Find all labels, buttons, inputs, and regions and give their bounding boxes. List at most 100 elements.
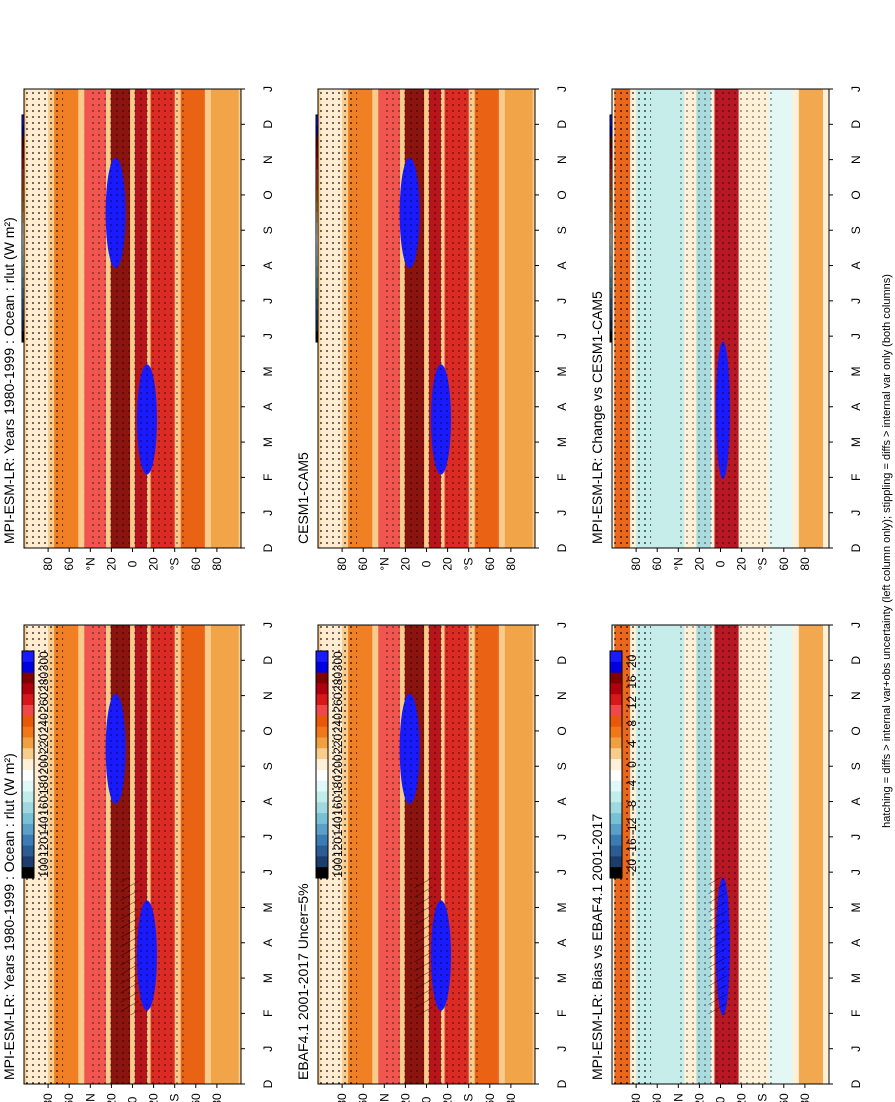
x-tick-label: O	[849, 726, 863, 735]
x-tick-label: S	[849, 762, 863, 770]
x-tick-label: J	[849, 834, 863, 840]
x-tick-label: O	[555, 190, 569, 199]
x-tick-label: D	[849, 543, 863, 552]
colorbar-swatch	[22, 769, 34, 782]
x-tick-label: J	[261, 622, 275, 628]
y-tick-label: °S	[462, 1094, 476, 1102]
colorbar-label: 100	[37, 857, 51, 877]
x-tick-label: S	[849, 226, 863, 234]
x-tick-label: A	[849, 262, 863, 270]
colorbar-swatch	[610, 791, 622, 803]
x-tick-label: S	[261, 762, 275, 770]
y-tick-label: 20	[441, 557, 455, 571]
x-tick-label: M	[849, 366, 863, 376]
colorbar-swatch	[316, 715, 328, 728]
colorbar-swatch	[610, 759, 622, 771]
y-tick-label: 0	[126, 1096, 140, 1102]
panel-title: EBAF4.1 2001-2017 Uncer=5%	[295, 883, 311, 1080]
y-tick-label: 60	[62, 557, 76, 571]
x-tick-label: N	[555, 155, 569, 164]
colorbar-swatch	[610, 802, 622, 814]
x-tick-label: D	[555, 543, 569, 552]
x-tick-label: D	[555, 656, 569, 665]
hatching	[120, 877, 139, 1016]
colorbar-swatch	[610, 823, 622, 836]
y-tick-label: 60	[189, 1093, 203, 1102]
x-tick-label: S	[261, 226, 275, 234]
colorbar-label: 8	[625, 720, 639, 727]
colorbar-label: 120	[331, 837, 345, 857]
colorbar-swatch	[22, 683, 34, 695]
x-tick-label: F	[555, 474, 569, 481]
colorbar-label: 120	[37, 837, 51, 857]
colorbar-swatch	[316, 769, 328, 782]
y-tick-label: °S	[168, 558, 182, 571]
panel-title: MPI-ESM-LR: Bias vs EBAF4.1 2001-2017	[589, 814, 605, 1080]
colorbar-label: 200	[37, 754, 51, 774]
x-tick-label: O	[555, 726, 569, 735]
x-tick-label: M	[849, 437, 863, 447]
x-tick-label: M	[555, 973, 569, 983]
x-tick-label: F	[555, 1010, 569, 1017]
colorbar-swatch	[610, 769, 622, 782]
x-tick-label: M	[555, 437, 569, 447]
y-tick-label: 80	[210, 557, 224, 571]
colorbar-swatch	[22, 834, 34, 847]
y-tick-label: 0	[420, 560, 434, 567]
colorbar-label: 240	[331, 713, 345, 733]
colorbar-swatch	[610, 726, 622, 738]
colorbar-label: 180	[331, 775, 345, 795]
colorbar-label: 0	[625, 761, 639, 768]
panel-title: MPI-ESM-LR: Years 1980-1999 : Ocean : rl…	[1, 217, 17, 544]
y-tick-label: 80	[504, 557, 518, 571]
x-tick-label: D	[261, 543, 275, 552]
panel-title: MPI-ESM-LR: Change vs CESM1-CAM5	[589, 291, 605, 544]
y-tick-label: 60	[777, 1093, 791, 1102]
colorbar-swatch	[22, 823, 34, 836]
colorbar-swatch	[316, 780, 328, 793]
y-tick-label: 60	[62, 1093, 76, 1102]
x-tick-label: J	[261, 86, 275, 92]
y-tick-label: °N	[377, 557, 391, 570]
x-tick-label: J	[261, 869, 275, 875]
x-tick-label: M	[555, 902, 569, 912]
y-tick-label: 60	[189, 557, 203, 571]
colorbar-swatch	[22, 759, 34, 771]
y-tick-label: °S	[462, 558, 476, 571]
x-tick-label: A	[849, 939, 863, 947]
colorbar-swatch	[610, 694, 622, 706]
colorbar-swatch	[316, 651, 328, 663]
colorbar-label: 12	[625, 696, 639, 710]
x-tick-label: J	[555, 298, 569, 304]
colorbar-swatch	[316, 856, 328, 868]
colorbar-label: 260	[331, 692, 345, 712]
x-tick-label: A	[261, 262, 275, 270]
stippling	[24, 89, 64, 548]
colorbar-label: 160	[37, 795, 51, 815]
x-tick-label: A	[261, 798, 275, 806]
x-tick-label: S	[555, 762, 569, 770]
y-tick-label: 20	[692, 1093, 706, 1102]
x-tick-label: J	[261, 298, 275, 304]
x-tick-label: J	[849, 622, 863, 628]
colorbar-swatch	[610, 737, 622, 749]
colorbar-swatch	[22, 726, 34, 738]
colorbar-label: 300	[37, 651, 51, 671]
colorbar-label: 160	[331, 795, 345, 815]
x-tick-label: A	[555, 262, 569, 270]
x-tick-label: J	[555, 834, 569, 840]
y-tick-label: 80	[41, 1093, 55, 1102]
colorbar-label: 100	[331, 857, 345, 877]
colorbar-swatch	[22, 661, 34, 674]
y-tick-label: 20	[735, 1093, 749, 1102]
x-tick-label: A	[849, 798, 863, 806]
x-tick-label: N	[849, 155, 863, 164]
colorbar-swatch	[22, 780, 34, 793]
x-tick-label: J	[555, 869, 569, 875]
x-tick-label: J	[261, 834, 275, 840]
x-tick-label: J	[555, 1046, 569, 1052]
y-tick-label: 80	[798, 1093, 812, 1102]
colorbar-label: -8	[625, 800, 639, 811]
